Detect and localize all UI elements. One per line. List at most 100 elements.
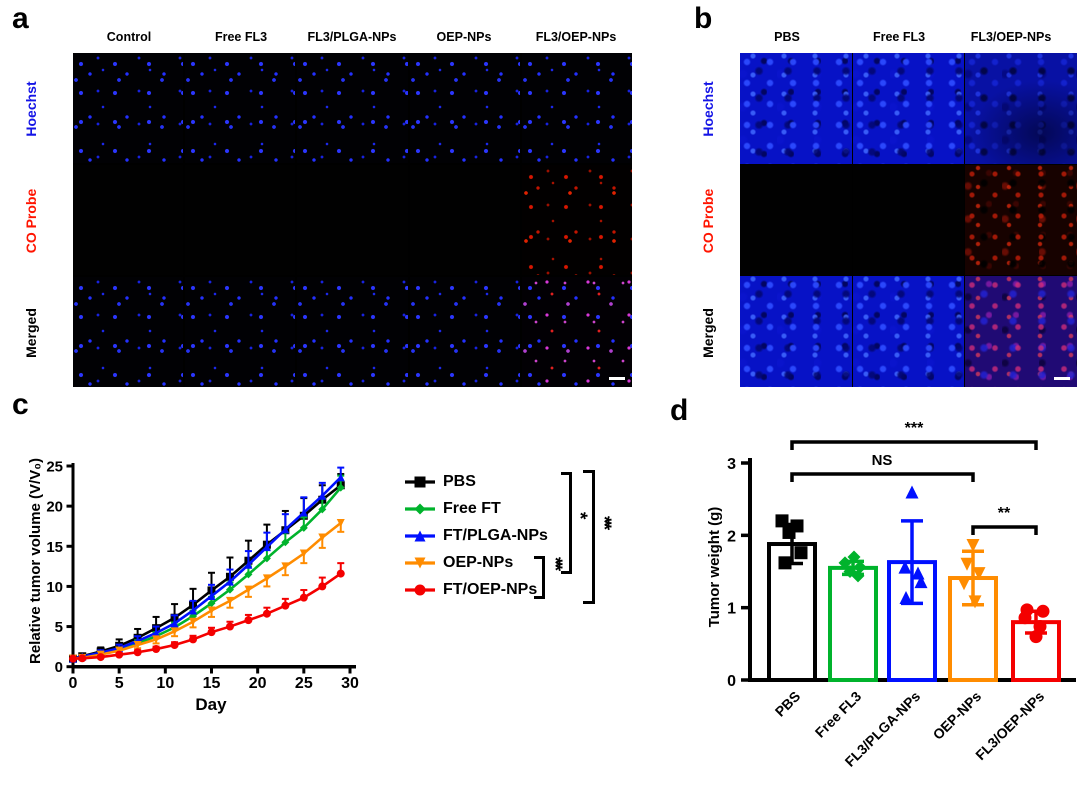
legend-label: FT/PLGA-NPs [443, 526, 548, 544]
y-tick-label: 3 [727, 456, 736, 473]
bar-group-fl3-oep-nps [1011, 603, 1061, 682]
panel-b-row-label-merged: Merged [700, 308, 716, 358]
micrograph-hoechst-col0 [73, 53, 184, 163]
circle-marker [1036, 604, 1050, 618]
significance-bracket [971, 525, 1038, 535]
bar-group-oep-nps [948, 538, 998, 682]
significance-stars-oep-vs-ftoep: *** [544, 557, 565, 568]
bar [828, 565, 878, 683]
circle-marker [318, 582, 327, 591]
triangle-down-marker [152, 635, 161, 644]
bar-group-free-fl3 [828, 550, 878, 683]
triangle-up-marker [189, 606, 198, 615]
y-tick-label: 0 [727, 673, 736, 690]
triangle-up-marker [299, 508, 308, 517]
diamond-marker [262, 554, 271, 563]
circle-marker [244, 616, 253, 625]
triangle-down-marker [414, 557, 426, 568]
diamond-marker [318, 505, 327, 514]
circle-marker [189, 635, 198, 644]
micrograph-co-probe-col1 [852, 164, 965, 276]
triangle-up-marker [318, 491, 327, 500]
micrograph-merged-col0 [73, 277, 184, 387]
legend-label: PBS [443, 472, 476, 490]
triangle-up-marker [262, 543, 271, 552]
y-tick-label: 25 [46, 459, 63, 476]
circle-marker [115, 650, 124, 659]
micrograph-hoechst-col2 [297, 53, 408, 163]
legend-item-oep-nps: OEP-NPs [405, 549, 548, 576]
y-tick-label: 15 [46, 539, 63, 556]
significance-label-pbs-vs-oep: NS [871, 452, 893, 469]
micrograph-merged-col1 [185, 277, 296, 387]
micrograph-merged-col0 [740, 276, 852, 387]
micrograph-co-probe-col4 [521, 165, 632, 275]
significance-stars-pbs-vs-ftoep: *** [593, 516, 614, 527]
diamond-marker [847, 550, 861, 564]
circle-marker [96, 653, 105, 662]
triangle-down-marker [244, 585, 253, 594]
triangle-up-marker [152, 628, 161, 637]
panel-a-column-header-control: Control [106, 30, 152, 44]
diamond-marker [336, 483, 345, 492]
x-tick-label: 20 [249, 675, 267, 692]
triangle-down-legend-marker-icon [405, 557, 435, 568]
diamond-marker [853, 560, 867, 574]
triangle-down-marker [318, 533, 327, 542]
significance-label-pbs-vs-fl3oep: *** [904, 420, 924, 437]
triangle-down-marker [170, 627, 179, 636]
panel-b-row-label-co-probe: CO Probe [700, 188, 716, 254]
circle-marker [414, 584, 426, 595]
panel-a-column-header-oep-nps: OEP-NPs [436, 30, 492, 44]
x-tick-label: 30 [341, 675, 359, 692]
panel-d-label: d [670, 394, 689, 427]
circle-marker [170, 641, 179, 650]
significance-star-pbs-vs-oep: * [569, 512, 590, 516]
legend-label: OEP-NPs [443, 553, 514, 571]
micrograph-hoechst-col4 [521, 53, 632, 163]
panel-a-column-header-free-fl3: Free FL3 [214, 30, 268, 44]
micrograph-merged-col3 [409, 277, 520, 387]
triangle-up-marker [914, 575, 928, 589]
diamond-marker [414, 503, 426, 514]
circle-marker [133, 648, 142, 657]
panel-a-column-header-fl3-oep-nps: FL3/OEP-NPs [535, 30, 617, 44]
square-marker [794, 546, 808, 560]
diamond-marker [281, 538, 290, 547]
panel-c-legend: PBS Free FT FT/PLGA-NPs OEP-NPs FT/OEP-NPs [405, 468, 548, 603]
triangle-up-marker [899, 591, 913, 605]
diamond-marker [838, 556, 852, 570]
micrograph-hoechst-col1 [852, 53, 965, 164]
y-tick-label: 10 [46, 579, 63, 596]
triangle-down-marker [225, 596, 234, 605]
triangle-up-legend-marker-icon [405, 530, 435, 541]
triangle-up-marker [244, 560, 253, 569]
micrograph-hoechst-col0 [740, 53, 852, 164]
panel-b-row-label-hoechst: Hoechst [700, 81, 716, 137]
circle-marker [1029, 630, 1043, 644]
series-ft-oep-nps [69, 562, 345, 663]
triangle-down-marker [972, 567, 986, 581]
panel-a-label: a [12, 2, 29, 35]
micrograph-co-probe-col2 [297, 165, 408, 275]
triangle-up-marker [414, 530, 426, 541]
circle-marker [225, 622, 234, 631]
significance-bracket-pbs-vs-oep [561, 472, 572, 574]
circle-marker [207, 628, 216, 637]
circle-marker [336, 569, 345, 578]
triangle-down-marker [299, 549, 308, 558]
legend-item-pbs: PBS [405, 468, 548, 495]
triangle-down-marker [115, 646, 124, 655]
micrograph-hoechst-col1 [185, 53, 296, 163]
x-axis-label: Day [195, 695, 227, 714]
diamond-marker [207, 599, 216, 608]
circle-marker [78, 654, 87, 663]
panel-a-micrograph-grid [73, 53, 632, 387]
triangle-up-marker [281, 525, 290, 534]
x-tick-label: 5 [115, 675, 124, 692]
panel-a-row-label-hoechst: Hoechst [23, 81, 39, 137]
significance-bracket [790, 472, 975, 482]
circle-legend-marker-icon [405, 584, 435, 595]
micrograph-co-probe-col0 [73, 165, 184, 275]
